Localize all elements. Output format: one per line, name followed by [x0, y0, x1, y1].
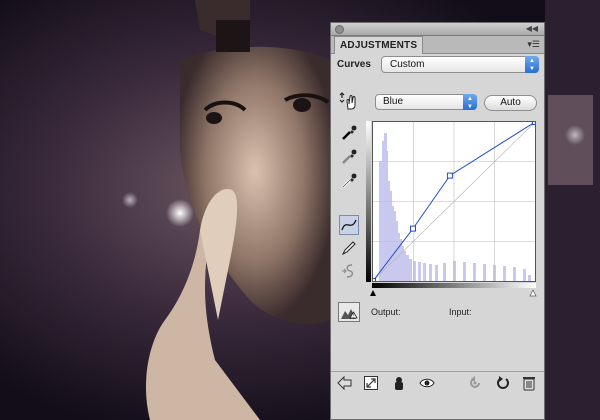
adjustment-type-label: Curves [337, 59, 371, 70]
slider-track [370, 289, 537, 297]
collapse-icon[interactable]: ◀◀ [525, 24, 538, 33]
clipping-warning-icon[interactable]: ! [338, 302, 360, 322]
preset-value: Custom [390, 59, 425, 70]
curve-control-point[interactable] [410, 225, 416, 232]
adjustments-panel: ◀◀ ADJUSTMENTS ▾☰ Curves Custom ▲ ▼ Blue … [330, 22, 545, 420]
histogram-bar [473, 263, 476, 281]
histogram-bar [382, 141, 385, 281]
curves-graph[interactable] [370, 119, 538, 284]
channel-value: Blue [383, 96, 404, 107]
tab-adjustments[interactable]: ADJUSTMENTS [334, 36, 424, 54]
previous-state-icon[interactable] [467, 375, 483, 391]
close-icon[interactable] [335, 25, 344, 34]
preset-select[interactable]: Custom ▲ ▼ [381, 56, 539, 73]
pencil-icon[interactable] [339, 238, 359, 258]
histogram-bar [503, 266, 506, 281]
histogram-bar [379, 161, 382, 281]
histogram-bar [418, 262, 421, 281]
back-arrow-icon[interactable] [337, 375, 353, 391]
panel-menu-icon[interactable]: ▾☰ [527, 39, 540, 49]
expand-view-icon[interactable] [363, 375, 379, 391]
histogram-bar [385, 151, 388, 281]
reset-icon[interactable] [495, 375, 511, 391]
histogram-bar [406, 255, 409, 281]
histogram-bar [435, 265, 438, 281]
clip-layer-icon[interactable] [391, 375, 407, 391]
svg-text:!: ! [353, 313, 354, 319]
curve-edit-icon[interactable] [339, 215, 359, 235]
histogram-bar [393, 211, 396, 281]
histogram-bar [443, 263, 446, 281]
histogram-bar [387, 181, 390, 281]
input-gradient-bar [372, 283, 536, 288]
panel-tab-row: ADJUSTMENTS ▾☰ [331, 36, 544, 54]
auto-button[interactable]: Auto [484, 95, 537, 111]
select-arrows-icon: ▲ ▼ [525, 56, 539, 73]
gray-eyedropper-icon[interactable] [339, 147, 359, 167]
select-arrows-icon: ▲ ▼ [463, 94, 477, 110]
histogram-bar [423, 263, 426, 281]
histogram-bar [413, 261, 416, 281]
trash-icon[interactable] [521, 375, 537, 391]
histogram-bar [389, 191, 392, 281]
histogram-bar [523, 269, 526, 281]
panel-title-bar[interactable]: ◀◀ [331, 23, 544, 36]
channel-select[interactable]: Blue ▲ ▼ [375, 94, 477, 110]
histogram-bar [528, 275, 531, 281]
histogram-bar [453, 261, 456, 281]
curve-line [372, 121, 536, 282]
histogram [379, 133, 531, 281]
curve-control-point[interactable] [446, 172, 453, 179]
output-gradient-bar [366, 121, 371, 282]
histogram-bar [399, 239, 402, 281]
input-label: Input: [449, 307, 472, 317]
histogram-bar [513, 267, 516, 281]
white-point-slider[interactable] [529, 289, 537, 297]
curve-control-point[interactable] [532, 119, 538, 125]
smooth-icon[interactable] [339, 261, 359, 281]
histogram-bar [409, 259, 412, 281]
white-eyedropper-icon[interactable] [339, 171, 359, 191]
curve-plot[interactable] [370, 119, 538, 284]
black-point-slider[interactable] [370, 290, 376, 296]
histogram-bar [391, 206, 394, 281]
curve-control-point[interactable] [370, 278, 376, 284]
histogram-bar [403, 251, 406, 281]
grid-lines [373, 122, 535, 281]
histogram-bar [397, 233, 400, 281]
output-label: Output: [371, 307, 401, 317]
histogram-bar [401, 246, 404, 281]
panel-bottom-bar [331, 371, 544, 394]
baseline-diagonal [372, 121, 536, 282]
black-eyedropper-icon[interactable] [339, 123, 359, 143]
visibility-eye-icon[interactable] [419, 375, 435, 391]
histogram-bar [463, 262, 466, 281]
histogram-bar [429, 264, 432, 281]
histogram-bar [483, 264, 486, 281]
on-image-adjust-icon[interactable] [339, 91, 359, 111]
